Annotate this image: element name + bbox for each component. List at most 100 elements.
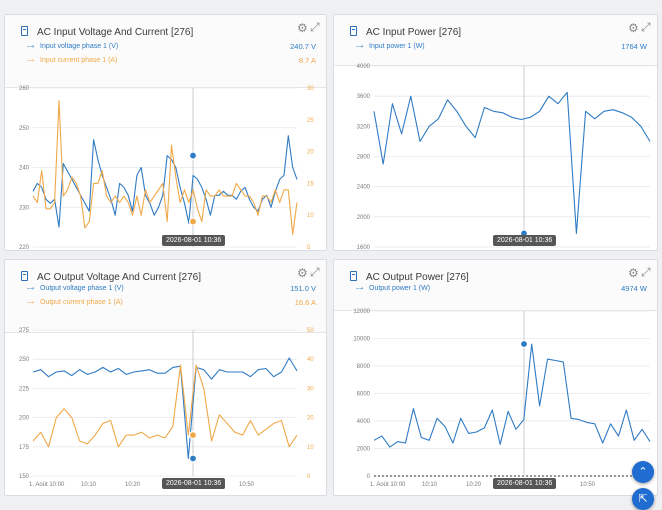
y-tick-label: 240: [19, 166, 30, 172]
y-tick-label-right: 10: [307, 445, 314, 451]
y-tick-label: 230: [19, 205, 30, 211]
panel-title: AC Input Voltage And Current [276]: [37, 27, 194, 38]
legend-label: Output voltage phase 1 (V): [40, 285, 124, 292]
legend-label: Output power 1 (W): [369, 285, 431, 292]
series-line: [373, 343, 651, 448]
y-tick-label: 2000: [357, 215, 371, 221]
y-tick-label: 2800: [357, 155, 371, 161]
y-tick-label: 8000: [357, 364, 371, 370]
legend-label: Input voltage phase 1 (V): [40, 43, 119, 50]
y-tick-label: 0: [367, 474, 371, 480]
y-tick-label: 10000: [353, 337, 370, 343]
legend-value-output-current: 16.6 A: [294, 298, 316, 307]
gear-icon[interactable]: ⚙: [628, 21, 639, 35]
x-tick-label: 10:20: [125, 482, 141, 488]
y-tick-label: 6000: [357, 392, 371, 398]
y-tick-label: 250: [19, 126, 30, 132]
chart-ac-output-power[interactable]: 0 2000 4000 6000 8000 10000 12000 1. Août 10:00…: [334, 260, 658, 496]
y-tick-label: 4000: [357, 419, 371, 425]
legend-value-input-voltage: 240.7 V: [290, 42, 316, 51]
y-tick-label: 1600: [357, 245, 371, 251]
legend-item-input-voltage[interactable]: ⤍ Input voltage phase 1 (V): [27, 43, 119, 50]
series-line: [32, 364, 298, 448]
series-line: [32, 100, 298, 235]
gear-icon[interactable]: ⚙: [628, 266, 639, 280]
y-tick-label-right: 20: [307, 150, 314, 156]
legend-item-output-current[interactable]: ⤍ Output current phase 1 (A): [27, 299, 123, 306]
timestamp-badge: 2026-08-01 10:36: [493, 478, 557, 489]
y-tick-label-right: 5: [307, 245, 311, 251]
y-tick-label-right: 40: [307, 357, 314, 363]
expand-icon[interactable]: ⤢: [310, 265, 320, 279]
legend-value-output-voltage: 151.0 V: [290, 284, 316, 293]
y-tick-label-right: 10: [307, 213, 314, 219]
y-tick-label: 12000: [353, 309, 370, 315]
y-tick-label-right: 30: [307, 86, 314, 92]
legend-value-input-power: 1764 W: [621, 42, 647, 51]
panel-ac-output-power: AC Output Power [276] ⚙ ⤢ ⤍ Output power …: [333, 259, 658, 496]
panel-ac-output-voltage-current: AC Output Voltage And Current [276] ⚙ ⤢ …: [4, 259, 327, 496]
expand-icon[interactable]: ⤢: [310, 20, 320, 34]
expand-icon[interactable]: ⤢: [641, 20, 651, 34]
panel-header: AC Output Voltage And Current [276] ⚙ ⤢ …: [5, 260, 326, 333]
x-tick-label: 1. Août 10:00: [29, 482, 65, 488]
legend-item-input-current[interactable]: ⤍ Input current phase 1 (A): [27, 57, 118, 64]
gear-icon[interactable]: ⚙: [297, 21, 308, 35]
x-tick-label: 10:20: [466, 482, 482, 488]
cursor-marker: [188, 151, 198, 160]
cursor-marker: [188, 431, 198, 440]
y-tick-label-right: 30: [307, 386, 314, 392]
expand-icon[interactable]: ⤢: [641, 265, 651, 279]
series-line: [32, 135, 298, 228]
y-tick-label: 3200: [357, 124, 371, 130]
book-icon: [21, 26, 28, 36]
panel-header: AC Input Voltage And Current [276] ⚙ ⤢ ⤍…: [5, 15, 326, 88]
x-tick-label: 10:10: [81, 482, 97, 488]
y-tick-label-right: 15: [307, 181, 314, 187]
panel-ac-input-voltage-current: AC Input Voltage And Current [276] ⚙ ⤢ ⤍…: [4, 14, 327, 251]
y-tick-label: 220: [19, 245, 30, 251]
x-tick-label: 10:10: [422, 482, 438, 488]
chart-ac-output-voltage-current[interactable]: 150 175 200 225 250 275 0 10 20 30 40 50 1. Août 10:…: [5, 260, 327, 496]
cursor-marker: [188, 217, 198, 226]
export-icon[interactable]: ⇱: [632, 488, 654, 510]
y-tick-label: 4000: [357, 64, 371, 70]
panel-header: AC Input Power [276] ⚙ ⤢ ⤍ Input power 1 …: [334, 15, 657, 66]
panel-title: AC Input Power [276]: [366, 27, 462, 38]
x-tick-label: 10:50: [580, 482, 596, 488]
y-tick-label: 260: [19, 86, 30, 92]
legend-value-output-power: 4974 W: [621, 284, 647, 293]
legend-value-input-current: 8.7 A: [298, 56, 316, 65]
panel-header: AC Output Power [276] ⚙ ⤢ ⤍ Output power …: [334, 260, 657, 311]
legend-item-output-voltage[interactable]: ⤍ Output voltage phase 1 (V): [27, 285, 124, 292]
chevron-up-icon[interactable]: ⌃: [632, 461, 654, 483]
legend-label: Input power 1 (W): [369, 43, 425, 50]
x-tick-label: 1. Août 10:00: [370, 482, 406, 488]
legend-item-input-power[interactable]: ⤍ Input power 1 (W): [356, 43, 425, 50]
y-tick-label: 250: [19, 357, 30, 363]
y-tick-label: 275: [19, 328, 30, 334]
legend-label: Input current phase 1 (A): [40, 57, 118, 64]
y-tick-label: 150: [19, 474, 30, 480]
panel-title: AC Output Power [276]: [366, 272, 469, 283]
y-tick-label: 175: [19, 445, 30, 451]
y-tick-label-right: 20: [307, 416, 314, 422]
panel-title: AC Output Voltage And Current [276]: [37, 272, 201, 283]
book-icon: [350, 26, 357, 36]
legend-label: Output current phase 1 (A): [40, 299, 123, 306]
y-tick-label: 225: [19, 386, 30, 392]
y-tick-label: 3600: [357, 94, 371, 100]
timestamp-badge: 2026-08-01 10:36: [493, 235, 557, 246]
series-line: [32, 357, 298, 460]
panel-ac-input-power: AC Input Power [276] ⚙ ⤢ ⤍ Input power 1 …: [333, 14, 658, 251]
y-tick-label-right: 25: [307, 118, 314, 124]
y-tick-label-right: 50: [307, 328, 314, 334]
gear-icon[interactable]: ⚙: [297, 266, 308, 280]
timestamp-badge: 2026-08-01 10:36: [162, 478, 226, 489]
y-tick-label: 2000: [357, 447, 371, 453]
legend-item-output-power[interactable]: ⤍ Output power 1 (W): [356, 285, 431, 292]
cursor-marker: [519, 339, 529, 349]
book-icon: [21, 271, 28, 281]
